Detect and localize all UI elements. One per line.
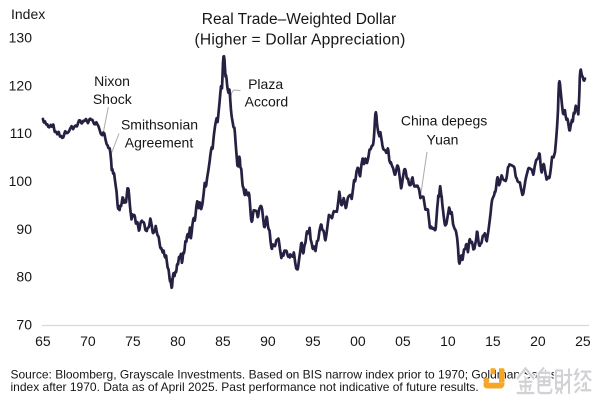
svg-text:90: 90 xyxy=(16,221,32,237)
svg-text:85: 85 xyxy=(215,333,231,349)
svg-text:65: 65 xyxy=(35,333,51,349)
svg-text:95: 95 xyxy=(305,333,321,349)
svg-text:Index: Index xyxy=(11,6,45,22)
svg-text:80: 80 xyxy=(16,269,32,285)
svg-text:Smithsonian: Smithsonian xyxy=(121,117,198,133)
svg-text:80: 80 xyxy=(170,333,186,349)
svg-text:130: 130 xyxy=(9,30,33,46)
svg-text:25: 25 xyxy=(575,333,591,349)
svg-text:75: 75 xyxy=(125,333,141,349)
svg-text:Plaza: Plaza xyxy=(248,76,283,92)
svg-text:70: 70 xyxy=(16,316,32,332)
svg-text:Agreement: Agreement xyxy=(125,134,194,150)
svg-text:(Higher = Dollar Appreciation): (Higher = Dollar Appreciation) xyxy=(195,32,406,49)
svg-text:Source: Bloomberg, Grayscale I: Source: Bloomberg, Grayscale Investments… xyxy=(11,367,557,381)
svg-text:Accord: Accord xyxy=(245,94,289,110)
svg-text:index after 1970. Data as of A: index after 1970. Data as of April 2025.… xyxy=(11,380,479,394)
svg-text:Shock: Shock xyxy=(93,91,133,107)
svg-text:Nixon: Nixon xyxy=(94,73,130,89)
svg-text:90: 90 xyxy=(260,333,276,349)
svg-text:70: 70 xyxy=(80,333,96,349)
svg-text:120: 120 xyxy=(9,77,33,93)
svg-text:20: 20 xyxy=(530,333,546,349)
svg-text:00: 00 xyxy=(350,333,366,349)
svg-text:10: 10 xyxy=(440,333,456,349)
svg-text:05: 05 xyxy=(395,333,411,349)
svg-text:15: 15 xyxy=(485,333,501,349)
svg-text:China depegs: China depegs xyxy=(401,113,487,129)
svg-text:Real Trade–Weighted Dollar: Real Trade–Weighted Dollar xyxy=(202,11,396,28)
svg-text:110: 110 xyxy=(10,125,33,141)
svg-text:100: 100 xyxy=(9,173,33,189)
svg-text:Yuan: Yuan xyxy=(427,131,459,147)
